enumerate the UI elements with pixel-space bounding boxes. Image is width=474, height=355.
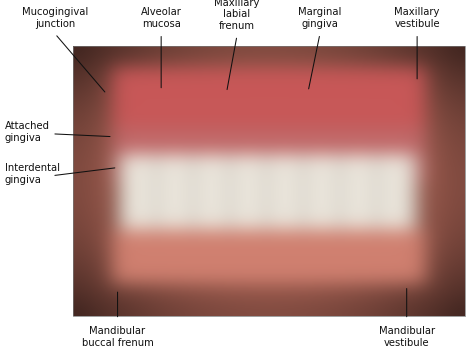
Text: Mucogingival
junction: Mucogingival junction [22, 7, 88, 28]
Bar [73, 46, 465, 316]
Text: Alveolar
mucosa: Alveolar mucosa [141, 7, 182, 28]
Text: Mandibular
buccal frenum: Mandibular buccal frenum [82, 327, 154, 348]
Text: Marginal
gingiva: Marginal gingiva [298, 7, 342, 28]
Text: Interdental
gingiva: Interdental gingiva [5, 163, 60, 185]
Text: Attached
gingiva: Attached gingiva [5, 121, 50, 143]
Text: Maxillary
labial
frenum: Maxillary labial frenum [214, 0, 260, 31]
Text: Mandibular
vestibule: Mandibular vestibule [379, 327, 435, 348]
Text: Maxillary
vestibule: Maxillary vestibule [394, 7, 440, 28]
